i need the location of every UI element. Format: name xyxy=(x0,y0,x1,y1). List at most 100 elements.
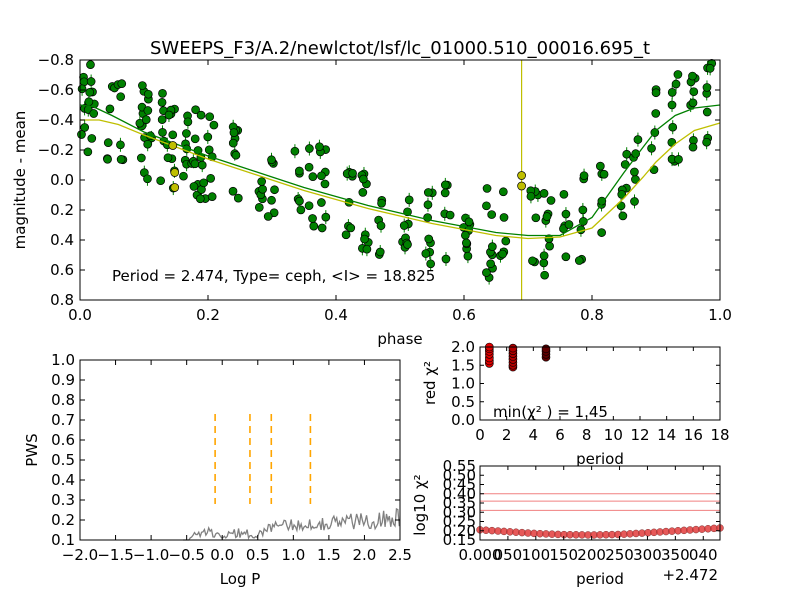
data-point xyxy=(616,201,626,211)
data-point xyxy=(461,238,471,248)
y-tick-label: 0.45 xyxy=(443,476,476,494)
data-point xyxy=(295,196,304,206)
x-tick-label: 050 xyxy=(494,546,523,564)
data-point xyxy=(461,230,470,240)
data-point xyxy=(304,162,314,172)
data-point xyxy=(441,254,451,264)
data-point xyxy=(404,195,414,205)
data-point xyxy=(482,268,491,277)
data-point xyxy=(673,70,683,79)
data-point xyxy=(156,176,166,186)
data-point xyxy=(667,88,677,97)
data-point xyxy=(633,135,643,144)
data-point xyxy=(83,147,93,157)
data-point xyxy=(233,193,243,203)
data-point xyxy=(688,98,698,108)
data-point xyxy=(257,177,266,186)
y-tick-label: 0.6 xyxy=(51,431,75,449)
data-point xyxy=(182,129,191,138)
x-tick-label: 12 xyxy=(630,426,649,444)
data-point xyxy=(157,98,167,107)
y-tick-label: 0.0 xyxy=(50,171,74,189)
x-tick-label: −1.5 xyxy=(97,546,133,564)
red-chi2-ylabel: red χ² xyxy=(421,361,439,405)
x-tick-label: −0.5 xyxy=(168,546,204,564)
data-point xyxy=(597,196,607,206)
data-point xyxy=(105,104,115,114)
data-point xyxy=(116,140,125,150)
data-point xyxy=(270,185,279,195)
data-point xyxy=(231,150,241,160)
data-point xyxy=(561,209,571,219)
x-tick-label: 150 xyxy=(549,546,578,564)
data-point xyxy=(630,167,639,177)
data-point xyxy=(157,115,167,124)
data-point xyxy=(207,192,217,202)
data-point xyxy=(143,139,153,149)
data-point xyxy=(258,184,267,194)
lightcurve-panel: 0.0 0.2 0.4 0.6 0.8 1.0 −0.8 −0.6 −0.4 −0.2 0.0 0.2… xyxy=(11,51,732,348)
data-point xyxy=(158,89,167,98)
data-point xyxy=(597,228,606,237)
y-tick-label: 0.8 xyxy=(50,291,74,309)
x-tick-label: 0.0 xyxy=(68,306,92,324)
y-tick-label: −0.2 xyxy=(38,141,74,159)
data-point xyxy=(183,117,193,127)
data-point xyxy=(348,168,357,178)
data-point xyxy=(228,186,238,196)
x-tick-label: 250 xyxy=(605,546,634,564)
data-point xyxy=(103,138,113,147)
data-point xyxy=(487,210,497,219)
data-point xyxy=(651,88,661,98)
data-point xyxy=(375,247,385,257)
data-point xyxy=(498,187,508,197)
data-point xyxy=(296,205,306,215)
x-tick-label: 0.4 xyxy=(324,306,348,324)
data-point xyxy=(267,195,276,205)
data-point xyxy=(579,171,589,181)
lightcurve-ylabel: magnitude - mean xyxy=(11,111,29,250)
x-tick-label: 0.6 xyxy=(452,306,476,324)
data-point xyxy=(143,174,152,184)
data-point xyxy=(674,155,683,164)
data-point xyxy=(617,190,627,199)
data-point xyxy=(254,203,264,212)
data-point xyxy=(295,166,304,176)
data-point xyxy=(197,160,207,170)
x-tick-label: 040 xyxy=(689,546,718,564)
data-point xyxy=(190,159,200,169)
red-chi2-xlabel: period xyxy=(576,450,624,468)
data-point xyxy=(163,153,173,163)
x-tick-label: 0.2 xyxy=(196,306,220,324)
x-tick-label: 4 xyxy=(529,426,539,444)
y-tick-label: 0.15 xyxy=(443,531,476,549)
data-point xyxy=(561,252,571,262)
highlight-point xyxy=(168,141,178,150)
data-point xyxy=(688,71,697,81)
y-tick-label: 0.25 xyxy=(443,513,476,531)
data-point xyxy=(705,64,715,73)
periodogram-ylabel: PWS xyxy=(23,433,41,466)
x-tick-label: 200 xyxy=(577,546,606,564)
data-point xyxy=(263,212,273,221)
data-point xyxy=(103,154,112,164)
data-point xyxy=(559,189,569,199)
y-tick-label: 0.55 xyxy=(443,457,476,475)
periodogram-xlabel: Log P xyxy=(220,570,261,588)
figure-title: SWEEPS_F3/A.2/newlctot/lsf/lc_01000.510_… xyxy=(150,38,650,59)
chi2-point xyxy=(541,344,551,354)
x-tick-label: 6 xyxy=(555,426,565,444)
data-point xyxy=(545,241,554,251)
x-tick-label: 0.000 xyxy=(459,546,502,564)
data-point xyxy=(702,137,711,147)
data-point xyxy=(362,244,372,254)
data-point xyxy=(196,110,206,120)
log-chi2-ylabel: log10 χ² xyxy=(411,474,429,535)
x-tick-label: 2.5 xyxy=(388,546,412,564)
x-tick-label: 2 xyxy=(502,426,512,444)
data-point xyxy=(403,240,412,249)
data-point xyxy=(578,205,588,215)
x-tick-label: 350 xyxy=(661,546,690,564)
